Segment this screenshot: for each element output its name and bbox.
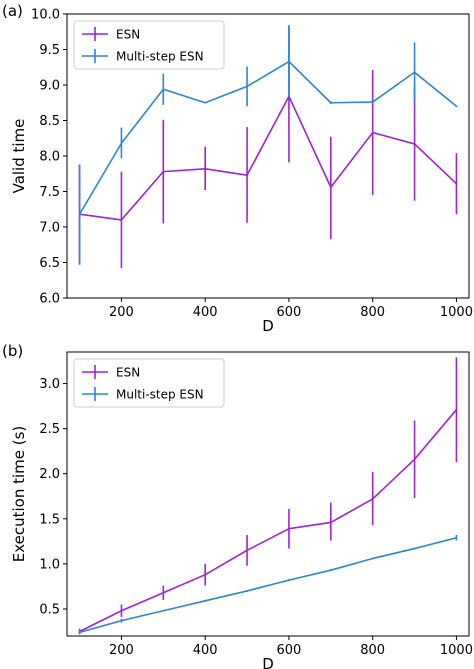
data-point [371, 557, 374, 560]
data-point [120, 609, 123, 612]
data-point [78, 213, 81, 216]
x-axis-label: D [262, 317, 274, 335]
x-tick-label: 400 [193, 305, 218, 320]
data-point [204, 101, 206, 104]
y-tick-label: 8.0 [39, 150, 60, 165]
series-esn [78, 357, 458, 635]
chart-panel-b: (b) 200 400 600 800 1000 0.5 1.0 1.5 2.0 2.5 3.0 D Ex… [2, 342, 473, 669]
legend-entry-label: ESN [116, 366, 140, 380]
data-point [246, 549, 248, 552]
y-tick-label: 9.0 [39, 79, 60, 94]
y-tick-label: 0.5 [39, 602, 60, 617]
series-multi-step-esn [78, 25, 458, 265]
data-point [330, 186, 332, 189]
legend: ESN Multi-step ESN [73, 358, 225, 408]
data-point [162, 591, 165, 594]
data-point [162, 170, 165, 173]
x-tick-label: 600 [277, 643, 302, 658]
y-tick-label: 7.5 [39, 185, 60, 200]
series-line [79, 409, 458, 633]
data-point [204, 573, 206, 576]
legend-entry-label: Multi-step ESN [116, 388, 204, 402]
x-tick-label: 800 [360, 305, 385, 320]
data-point [455, 408, 458, 411]
data-point [413, 547, 416, 550]
data-point [455, 536, 458, 539]
series-line [78, 60, 457, 215]
data-point [120, 219, 123, 221]
y-tick-label: 2.5 [39, 422, 60, 437]
data-point [78, 631, 81, 634]
x-tick-label: 200 [109, 643, 134, 658]
panel-label: (b) [2, 342, 23, 360]
y-tick-label: 1.5 [39, 512, 60, 527]
data-point [455, 182, 458, 185]
y-tick-label: 6.5 [39, 256, 60, 271]
data-point [330, 569, 332, 571]
data-point [371, 131, 374, 134]
data-point [455, 105, 458, 108]
panel-label: (a) [2, 2, 23, 20]
y-tick-label: 10.0 [31, 8, 60, 23]
data-point [120, 142, 123, 145]
y-tick-label: 2.0 [39, 467, 60, 482]
plot-frame [66, 351, 470, 637]
legend: ESN Multi-step ESN [73, 20, 225, 70]
data-point [413, 71, 416, 74]
series-line [79, 536, 457, 634]
y-axis-label: Valid time [10, 119, 28, 194]
data-point [413, 458, 416, 461]
data-point [246, 85, 248, 88]
y-tick-label: 7.0 [39, 221, 60, 236]
x-axis-label: D [262, 655, 274, 669]
data-point [120, 619, 123, 622]
legend-box [73, 358, 225, 408]
x-tick-label: 600 [277, 305, 302, 320]
data-point [288, 60, 290, 63]
data-point [371, 498, 374, 500]
x-tick-label: 200 [109, 305, 134, 320]
plot-frame [66, 13, 470, 299]
data-point [288, 527, 290, 530]
data-point [246, 590, 248, 592]
data-point [162, 88, 165, 91]
y-tick-label: 6.0 [39, 292, 60, 307]
x-tick-label: 1000 [440, 305, 473, 320]
series-line [79, 95, 457, 221]
legend-entry-label: ESN [116, 28, 140, 42]
y-tick-label: 8.5 [39, 114, 60, 129]
data-point [371, 101, 374, 103]
data-point [330, 101, 332, 104]
data-point [413, 143, 416, 145]
y-tick-label: 3.0 [39, 377, 60, 392]
y-axis-label: Execution time (s) [10, 426, 28, 563]
legend-box [73, 20, 225, 70]
data-point [330, 521, 332, 524]
data-point [162, 609, 165, 612]
x-tick-label: 800 [360, 643, 385, 658]
y-tick-label: 1.0 [39, 557, 60, 572]
data-point [204, 167, 206, 170]
data-point [288, 579, 290, 581]
series-multi-step-esn [78, 535, 458, 635]
chart-panel-a: (a) 200 400 600 800 1000 6.0 6.5 7.0 7.5 8.0 8.5 9.0… [2, 2, 473, 335]
x-tick-label: 400 [193, 643, 218, 658]
y-tick-label: 9.5 [39, 43, 60, 58]
data-point [246, 174, 248, 176]
legend-entry-label: Multi-step ESN [116, 50, 204, 64]
x-tick-label: 1000 [440, 643, 473, 658]
data-point [204, 600, 206, 602]
